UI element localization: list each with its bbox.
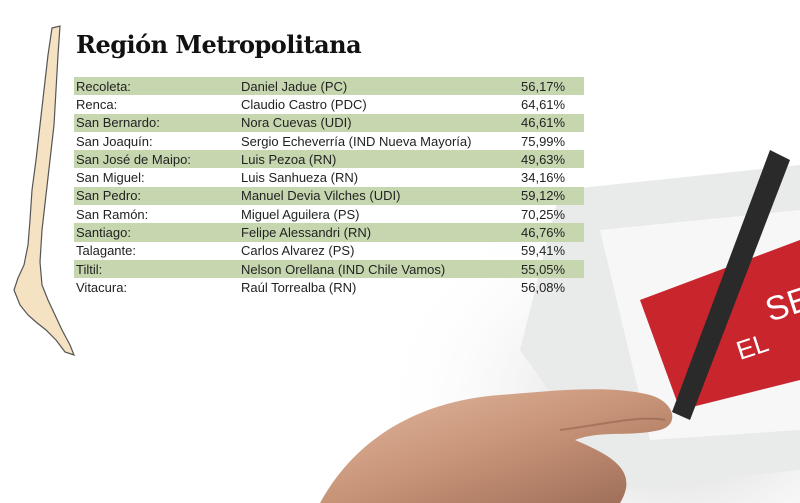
mayor-cell: Nelson Orellana (IND Chile Vamos) [241,261,446,277]
mayor-cell: Miguel Aguilera (PS) [241,206,360,222]
table-row: San Miguel: Luis Sanhueza (RN) 34,16% [74,168,584,186]
mayor-cell: Luis Sanhueza (RN) [241,170,359,186]
percent-cell: 46,61% [521,115,566,131]
table-row: San Pedro: Manuel Devia Vilches (UDI) 59,1… [74,186,584,206]
table-row: San Ramón: Miguel Aguilera (PS) 70,25% [74,205,584,223]
commune-cell: Santiago: [76,225,131,241]
percent-cell: 64,61% [521,96,566,112]
mayor-cell: Raúl Torrealba (RN) [241,279,357,295]
percent-cell: 56,17% [521,78,566,94]
mayor-cell: Felipe Alessandri (RN) [241,225,372,241]
commune-cell: Tiltil: [76,261,103,277]
table-row: Recoleta: Daniel Jadue (PC) 56,17% [74,77,584,96]
table-row: San Bernardo: Nora Cuevas (UDI) 46,61% [74,113,584,132]
commune-cell: San Miguel: [76,170,145,186]
commune-cell: Vitacura: [76,279,128,295]
percent-cell: 49,63% [521,151,566,167]
table-row: Tiltil: Nelson Orellana (IND Chile Vamos)… [74,259,584,279]
percent-cell: 59,41% [521,243,566,259]
commune-cell: San Bernardo: [76,115,160,131]
mayor-cell: Daniel Jadue (PC) [241,78,348,94]
mayor-cell: Sergio Echeverría (IND Nueva Mayoría) [241,133,472,149]
page-title: Región Metropolitana [76,30,362,59]
commune-cell: San Pedro: [76,188,142,204]
results-table: Recoleta: Daniel Jadue (PC) 56,17% Renca: Cl… [74,77,584,297]
mayor-cell: Luis Pezoa (RN) [241,151,337,167]
table-row: Talagante: Carlos Alvarez (PS) 59,41% [74,242,584,260]
table-row: San Joaquín: Sergio Echeverría (IND Nueva… [74,132,584,150]
mayor-cell: Carlos Alvarez (PS) [241,243,355,259]
percent-cell: 46,76% [521,225,566,241]
table-row: Santiago: Felipe Alessandri (RN) 46,76% [74,223,584,242]
mayor-cell: Manuel Devia Vilches (UDI) [241,188,401,204]
percent-cell: 34,16% [521,170,566,186]
percent-cell: 55,05% [521,261,566,277]
mayor-cell: Nora Cuevas (UDI) [241,115,352,131]
chile-map-icon [13,25,76,356]
mayor-cell: Claudio Castro (PDC) [241,96,367,112]
commune-cell: San José de Maipo: [76,151,191,167]
table-row: Vitacura: Raúl Torrealba (RN) 56,08% [74,278,584,296]
percent-cell: 75,99% [521,133,566,149]
percent-cell: 70,25% [521,206,566,222]
commune-cell: San Joaquín: [76,133,153,149]
percent-cell: 56,08% [521,279,566,295]
commune-cell: San Ramón: [76,206,149,222]
commune-cell: Recoleta: [76,78,131,94]
table-row: San José de Maipo: Luis Pezoa (RN) 49,63% [74,150,584,169]
table-row: Renca: Claudio Castro (PDC) 64,61% [74,95,584,113]
commune-cell: Renca: [76,96,118,112]
percent-cell: 59,12% [521,188,566,204]
commune-cell: Talagante: [76,243,136,259]
